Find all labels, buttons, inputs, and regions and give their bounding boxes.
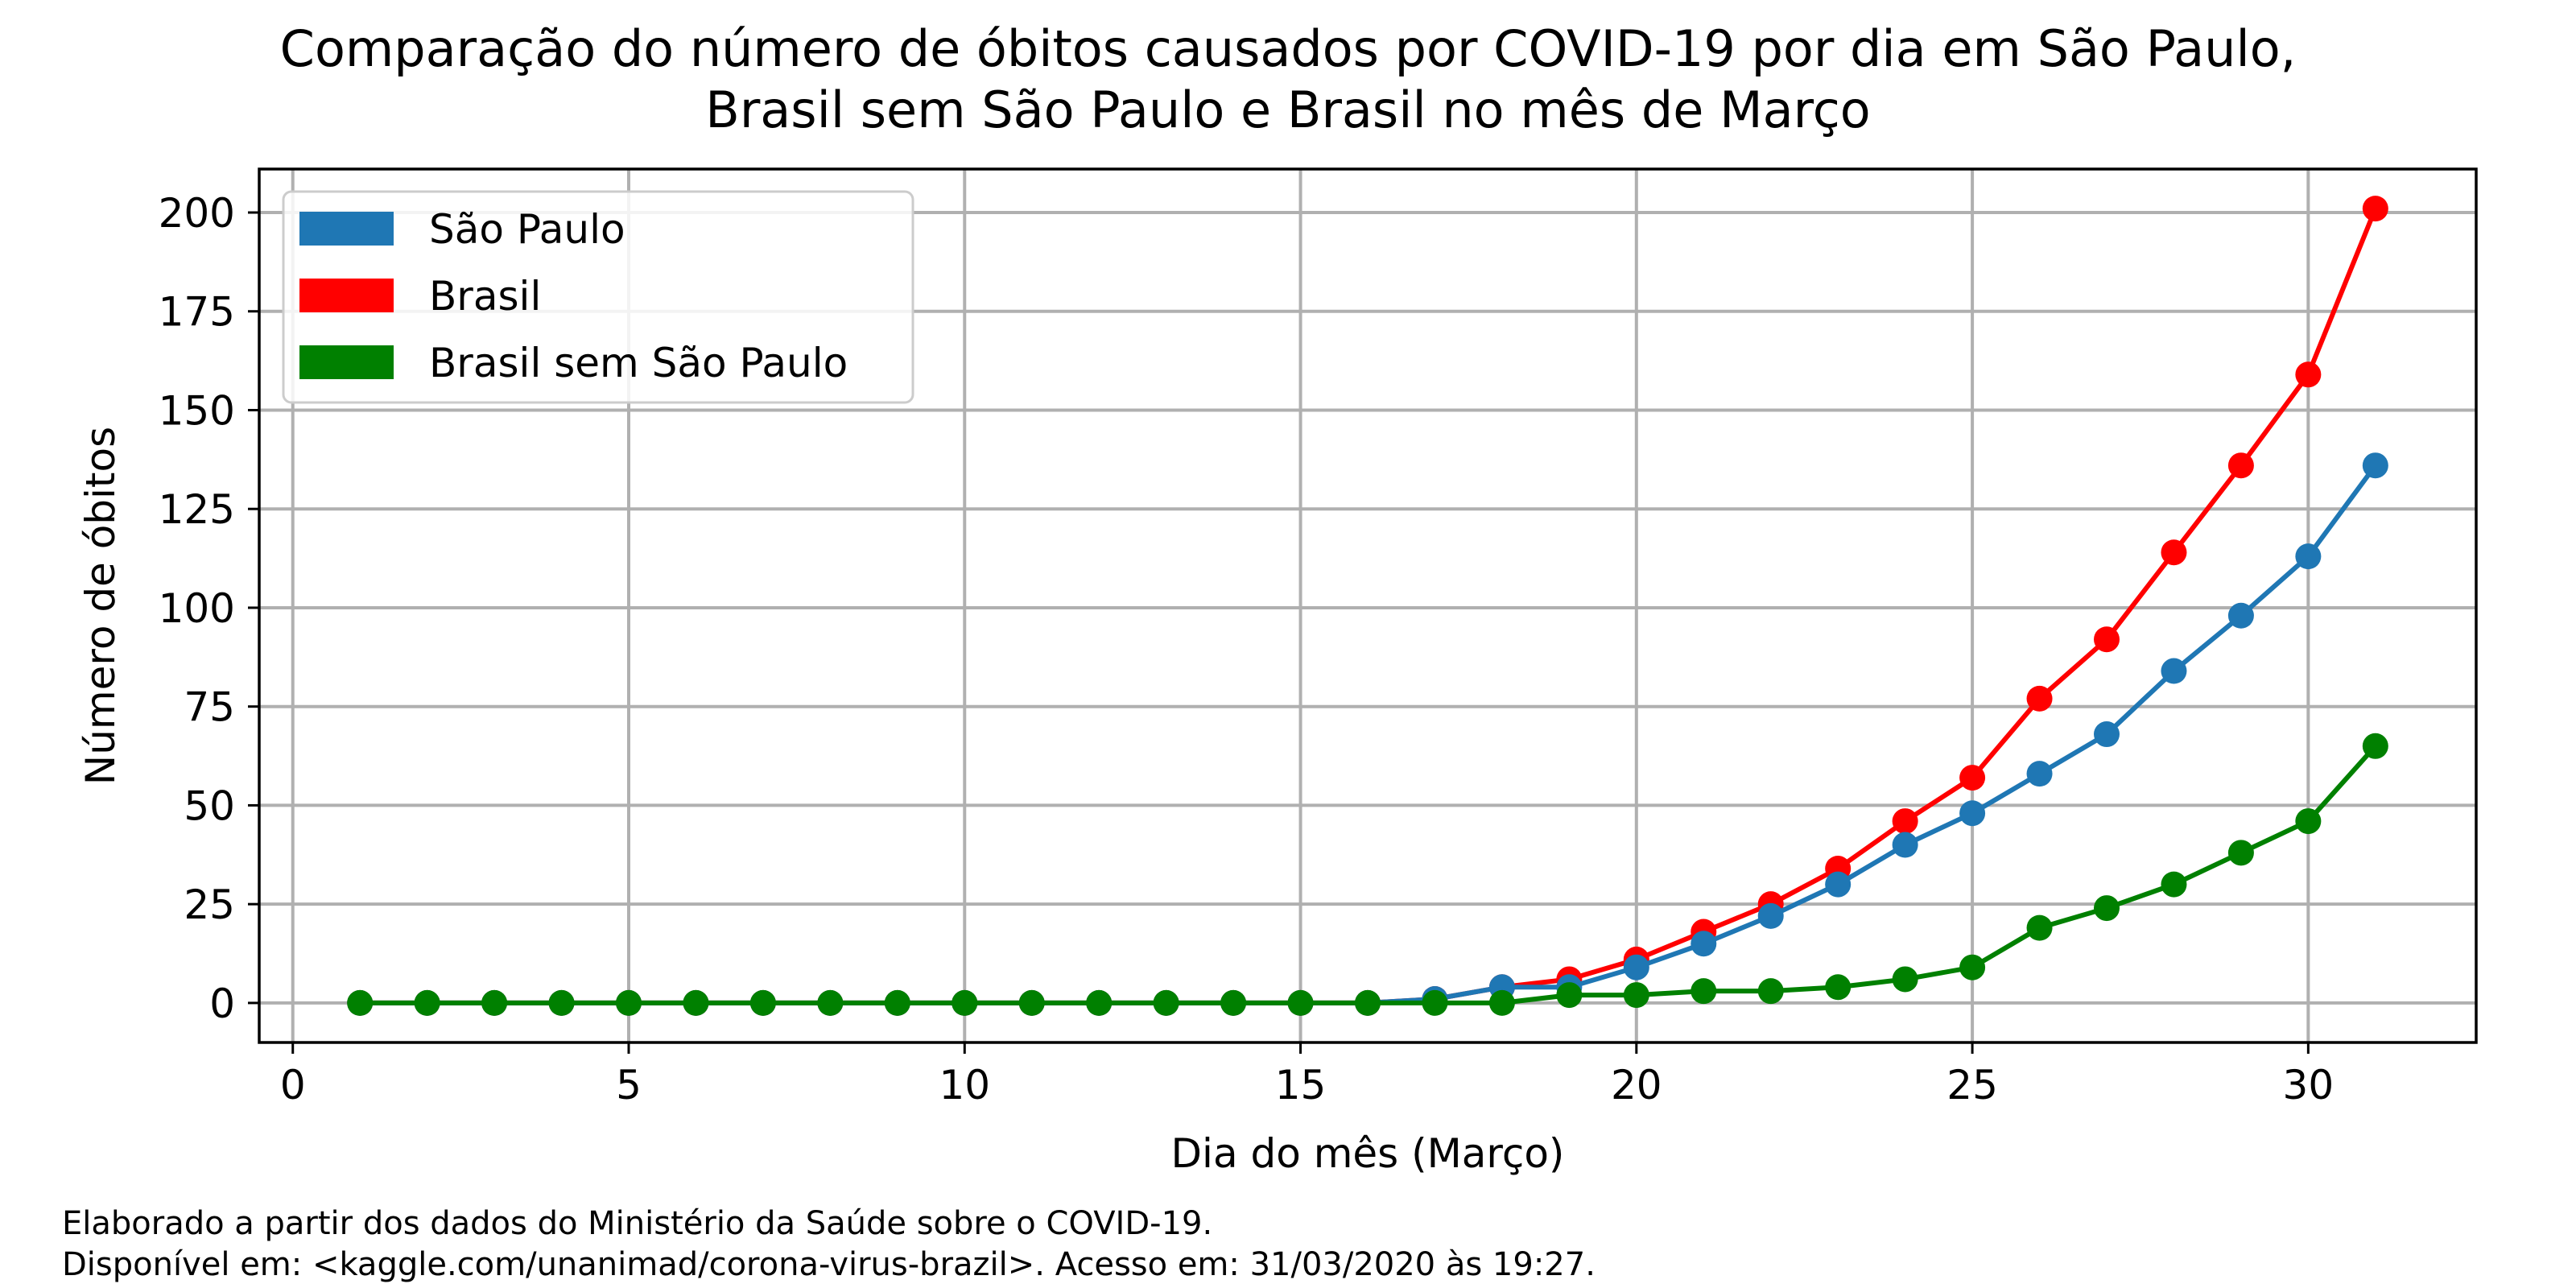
data-point-brasil-sem-sao-paulo-4 xyxy=(548,989,575,1016)
data-point-brasil-27 xyxy=(2094,626,2120,653)
data-point-brasil-sem-sao-paulo-22 xyxy=(1757,978,1784,1005)
chart-title: Comparação do número de óbitos causados … xyxy=(280,19,2297,139)
data-point-sao-paulo-26 xyxy=(2026,761,2053,787)
footnote-source: Elaborado a partir dos dados do Ministér… xyxy=(62,1205,1213,1242)
data-point-sao-paulo-22 xyxy=(1757,902,1784,929)
data-point-brasil-sem-sao-paulo-30 xyxy=(2295,808,2322,835)
data-point-sao-paulo-23 xyxy=(1825,871,1852,898)
data-point-brasil-sem-sao-paulo-5 xyxy=(616,989,642,1016)
data-point-brasil-sem-sao-paulo-1 xyxy=(347,989,374,1016)
x-axis-label: Dia do mês (Março) xyxy=(1171,1130,1565,1177)
data-point-brasil-31 xyxy=(2362,196,2388,222)
data-point-brasil-sem-sao-paulo-26 xyxy=(2026,914,2053,941)
data-point-brasil-sem-sao-paulo-14 xyxy=(1220,989,1247,1016)
data-point-brasil-sem-sao-paulo-19 xyxy=(1556,982,1583,1009)
x-tick-label-25: 25 xyxy=(1946,1062,1998,1108)
data-point-brasil-sem-sao-paulo-3 xyxy=(481,989,508,1016)
data-point-sao-paulo-29 xyxy=(2227,602,2254,629)
legend-label-sao-paulo: São Paulo xyxy=(429,206,625,253)
chart-title-line-1: Comparação do número de óbitos causados … xyxy=(280,19,2297,78)
data-point-brasil-sem-sao-paulo-2 xyxy=(414,989,440,1016)
plot-border xyxy=(258,167,2478,1044)
legend-swatch-sao-paulo xyxy=(299,212,394,246)
x-tick-label-5: 5 xyxy=(616,1062,642,1108)
data-point-brasil-sem-sao-paulo-20 xyxy=(1623,982,1649,1009)
plot-series xyxy=(347,196,2388,1016)
data-point-brasil-sem-sao-paulo-21 xyxy=(1690,978,1717,1005)
grid xyxy=(259,169,2476,1042)
axis-labels: Dia do mês (Março) Número de óbitos xyxy=(77,427,1564,1177)
legend-label-brasil-sem-sao-paulo: Brasil sem São Paulo xyxy=(429,340,848,386)
data-point-brasil-sem-sao-paulo-25 xyxy=(1959,954,1986,980)
axis-ticks: 0 5 10 15 20 25 30 0 25 50 75 100 125 150 175 200 xyxy=(159,190,2334,1108)
x-tick-label-15: 15 xyxy=(1275,1062,1327,1108)
data-point-brasil-sem-sao-paulo-7 xyxy=(749,989,776,1016)
data-point-brasil-30 xyxy=(2295,361,2322,388)
chart-title-line-2: Brasil sem São Paulo e Brasil no mês de … xyxy=(705,80,1870,139)
y-axis-label: Número de óbitos xyxy=(77,427,124,785)
data-point-brasil-sem-sao-paulo-29 xyxy=(2227,840,2254,866)
data-point-brasil-sem-sao-paulo-9 xyxy=(884,989,910,1016)
data-point-sao-paulo-25 xyxy=(1959,800,1986,827)
data-point-sao-paulo-31 xyxy=(2362,452,2388,479)
data-point-brasil-sem-sao-paulo-8 xyxy=(817,989,844,1016)
data-point-brasil-sem-sao-paulo-16 xyxy=(1355,989,1381,1016)
legend-box xyxy=(282,190,914,404)
y-tick-label-100: 100 xyxy=(159,585,235,632)
data-point-brasil-28 xyxy=(2161,539,2187,566)
y-tick-label-0: 0 xyxy=(209,980,235,1027)
series-sao-paulo xyxy=(347,452,2388,1016)
data-point-brasil-sem-sao-paulo-17 xyxy=(1422,989,1448,1016)
y-tick-label-25: 25 xyxy=(184,881,235,928)
data-point-sao-paulo-27 xyxy=(2094,721,2120,748)
data-point-brasil-sem-sao-paulo-12 xyxy=(1086,989,1113,1016)
y-tick-label-125: 125 xyxy=(159,486,235,533)
x-tick-label-30: 30 xyxy=(2283,1062,2334,1108)
x-tick-label-10: 10 xyxy=(939,1062,990,1108)
legend-swatch-brasil xyxy=(299,279,394,312)
legend-swatch-brasil-sem-sao-paulo xyxy=(299,345,394,379)
legend: São Paulo Brasil Brasil sem São Paulo xyxy=(282,190,914,404)
data-point-sao-paulo-20 xyxy=(1623,954,1649,980)
data-point-brasil-sem-sao-paulo-24 xyxy=(1892,966,1918,993)
series-line-sao-paulo xyxy=(360,464,2378,1005)
data-point-brasil-26 xyxy=(2026,685,2053,712)
series-brasil-sem-sao-paulo xyxy=(347,733,2388,1016)
y-tick-label-175: 175 xyxy=(159,289,235,336)
data-point-brasil-sem-sao-paulo-23 xyxy=(1825,974,1852,1001)
y-tick-label-150: 150 xyxy=(159,387,235,434)
data-point-brasil-sem-sao-paulo-31 xyxy=(2362,733,2388,759)
legend-label-brasil: Brasil xyxy=(429,273,541,320)
data-point-brasil-sem-sao-paulo-28 xyxy=(2161,871,2187,898)
data-point-brasil-sem-sao-paulo-27 xyxy=(2094,895,2120,922)
y-tick-label-75: 75 xyxy=(184,684,235,731)
data-point-brasil-sem-sao-paulo-15 xyxy=(1287,989,1314,1016)
plot-frame xyxy=(258,167,2478,1044)
data-point-brasil-24 xyxy=(1892,808,1918,835)
x-tick-label-0: 0 xyxy=(280,1062,306,1108)
data-point-brasil-29 xyxy=(2227,452,2254,479)
data-point-sao-paulo-24 xyxy=(1892,832,1918,858)
series-line-brasil-sem-sao-paulo xyxy=(360,744,2378,1005)
data-point-sao-paulo-21 xyxy=(1690,931,1717,957)
data-point-brasil-sem-sao-paulo-6 xyxy=(683,989,709,1016)
data-point-brasil-sem-sao-paulo-11 xyxy=(1018,989,1045,1016)
x-tick-label-20: 20 xyxy=(1611,1062,1662,1108)
y-tick-label-200: 200 xyxy=(159,190,235,237)
data-point-brasil-sem-sao-paulo-18 xyxy=(1488,989,1515,1016)
data-point-brasil-25 xyxy=(1959,765,1986,791)
y-tick-label-50: 50 xyxy=(184,782,235,829)
data-point-sao-paulo-28 xyxy=(2161,658,2187,684)
footnote-access: Disponível em: <kaggle.com/unanimad/coro… xyxy=(62,1246,1596,1283)
data-point-sao-paulo-30 xyxy=(2295,543,2322,570)
data-point-brasil-sem-sao-paulo-10 xyxy=(952,989,978,1016)
data-point-brasil-sem-sao-paulo-13 xyxy=(1153,989,1179,1016)
